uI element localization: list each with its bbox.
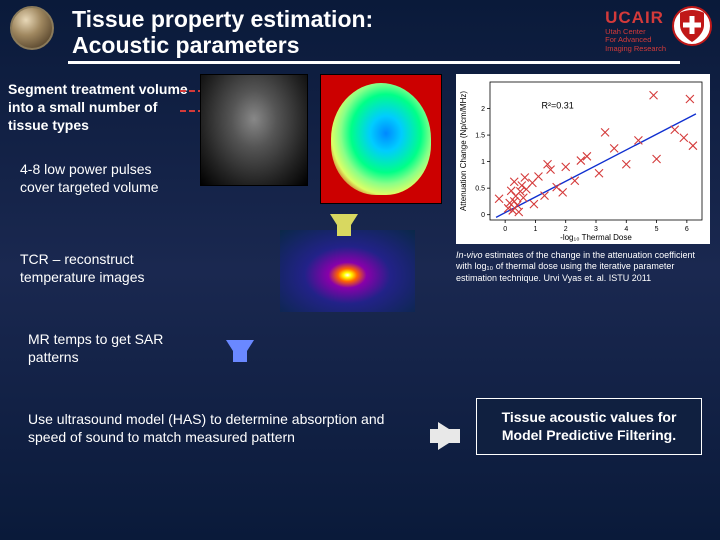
title-line-2: Acoustic parameters (72, 32, 300, 58)
svg-text:4: 4 (624, 226, 628, 233)
svg-text:0.5: 0.5 (475, 186, 485, 193)
svg-text:1: 1 (533, 226, 537, 233)
svg-text:1.5: 1.5 (475, 133, 485, 140)
chart-caption: In-vivo estimates of the change in the a… (456, 250, 710, 284)
caption-rest: estimates of the change in the attenuati… (456, 250, 695, 283)
svg-text:-log₁₀ Thermal Dose: -log₁₀ Thermal Dose (560, 233, 632, 242)
step-5-text: Use ultrasound model (HAS) to determine … (28, 410, 398, 446)
svg-text:1: 1 (481, 159, 485, 166)
ucair-label: UCAIR (605, 8, 666, 28)
slide-header: Tissue property estimation: Acoustic par… (0, 0, 720, 59)
arrow-down-2-icon (226, 340, 254, 362)
ucair-sub-3: Imaging Research (605, 45, 666, 53)
step-1-text: Segment treatment volume into a small nu… (8, 80, 188, 135)
svg-text:0: 0 (481, 212, 485, 219)
segmentation-image (320, 74, 442, 204)
step-4-text: MR temps to get SAR patterns (28, 330, 188, 366)
attenuation-scatter-chart: 012345600.511.52-log₁₀ Thermal DoseAtten… (456, 74, 710, 244)
svg-text:Attenuation Change (Np/cm/MHz): Attenuation Change (Np/cm/MHz) (459, 91, 468, 211)
svg-text:0: 0 (503, 226, 507, 233)
shield-logo-icon (672, 6, 712, 46)
arrow-right-icon (438, 422, 460, 450)
svg-text:2: 2 (564, 226, 568, 233)
ucair-block: UCAIR Utah Center For Advanced Imaging R… (605, 8, 666, 53)
logo-left-icon (10, 6, 54, 50)
svg-text:2: 2 (481, 106, 485, 113)
result-box: Tissue acoustic values for Model Predict… (476, 398, 702, 455)
svg-text:R²=0.31: R²=0.31 (541, 101, 573, 111)
step-3-text: TCR – reconstruct temperature images (20, 250, 190, 286)
step-2-text: 4-8 low power pulses cover targeted volu… (20, 160, 180, 196)
temperature-image (280, 230, 415, 312)
title-line-1: Tissue property estimation: (72, 6, 373, 32)
title-underline (68, 61, 680, 64)
slide-content: Segment treatment volume into a small nu… (0, 70, 720, 530)
ultrasound-image (200, 74, 308, 186)
arrow-down-1-icon (330, 214, 358, 236)
svg-text:3: 3 (594, 226, 598, 233)
svg-text:6: 6 (685, 226, 689, 233)
caption-italic: In-vivo (456, 250, 483, 260)
slide-title: Tissue property estimation: Acoustic par… (72, 6, 373, 59)
svg-text:5: 5 (655, 226, 659, 233)
